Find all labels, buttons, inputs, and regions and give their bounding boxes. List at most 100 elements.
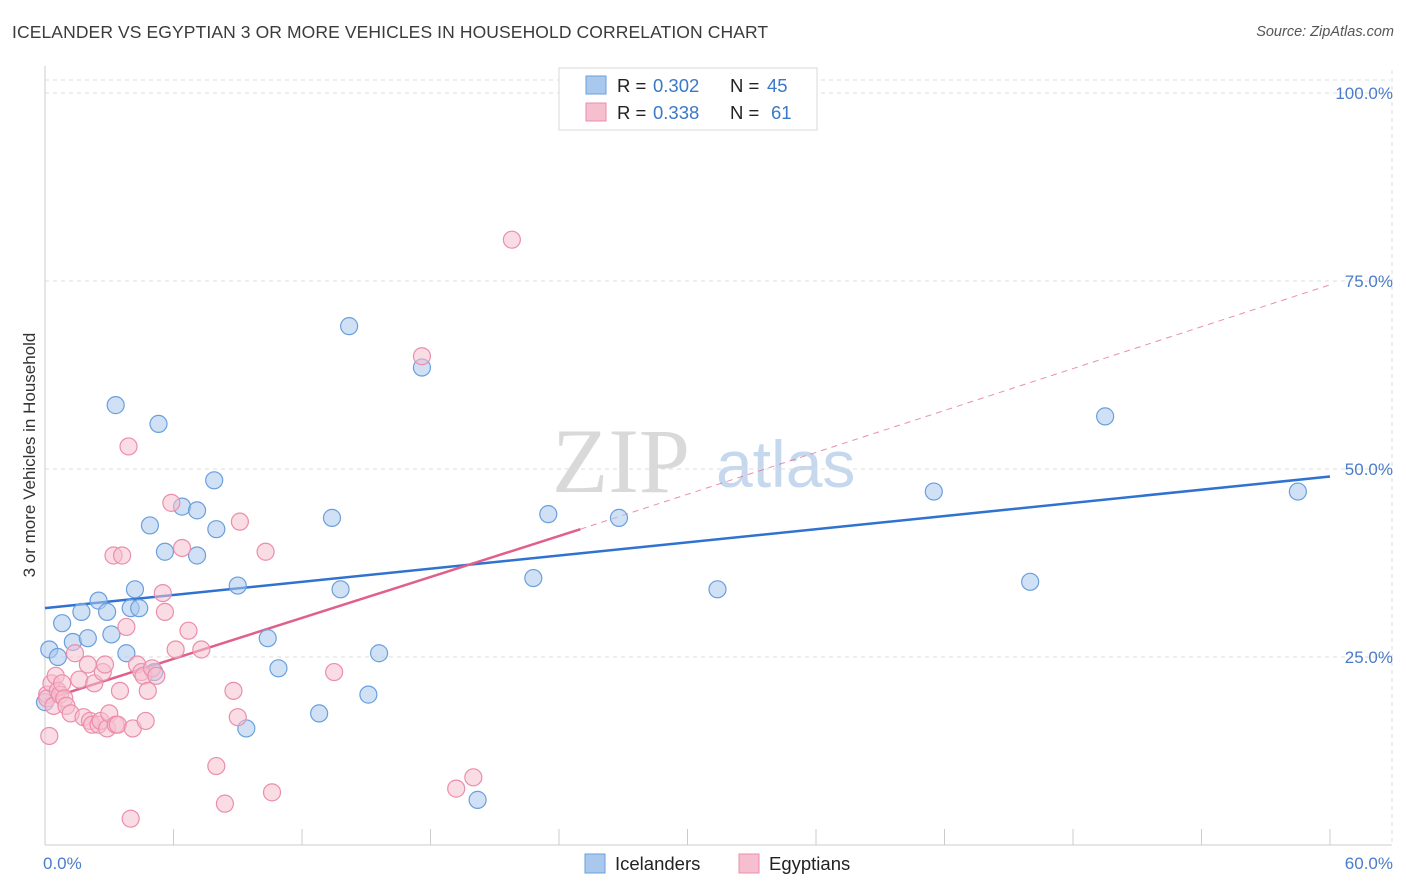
point-egyptians-41 [153, 583, 172, 603]
point-icelanders-11 [117, 644, 136, 663]
point-egyptians-30 [117, 617, 136, 637]
point-icelanders-28 [310, 704, 329, 723]
point-icelanders-30 [331, 580, 350, 599]
point-icelanders-2 [48, 647, 67, 667]
point-icelanders-24 [228, 576, 247, 595]
point-icelanders-36 [524, 568, 543, 588]
point-icelanders-29 [322, 508, 342, 527]
legend-swatch-icelanders [585, 75, 607, 95]
point-egyptians-8 [53, 674, 72, 693]
point-icelanders-37 [539, 505, 558, 524]
axes [44, 66, 1392, 846]
legend-swatch-egyptians [585, 102, 607, 122]
y-tick-label-0: 100.0% [1335, 84, 1393, 103]
point-egyptians-40 [147, 666, 166, 685]
point-egyptians-50 [224, 681, 243, 700]
watermark-zip: ZIP [552, 410, 690, 512]
point-icelanders-32 [359, 685, 378, 704]
bottom-legend-icelanders: Icelanders [615, 853, 700, 874]
point-icelanders-31 [340, 317, 359, 336]
point-egyptians-2 [40, 726, 59, 746]
point-icelanders-33 [370, 644, 389, 663]
point-icelanders-3 [53, 614, 72, 633]
point-egyptians-28 [110, 681, 130, 700]
bottom-legend-egyptians: Egyptians [769, 853, 850, 874]
point-icelanders-13 [125, 580, 145, 599]
point-egyptians-44 [166, 640, 185, 659]
point-icelanders-38 [609, 508, 629, 527]
point-egyptians-15 [78, 655, 97, 674]
point-icelanders-39 [708, 580, 727, 599]
trend-line-icelanders-0 [44, 475, 1331, 610]
legend-n-label-2: N = [730, 102, 759, 123]
point-icelanders-23 [207, 520, 226, 539]
legend-r-value-2: 0.338 [653, 102, 699, 123]
legend-r-value-1: 0.302 [653, 75, 699, 96]
y-tick-label-3: 25.0% [1345, 648, 1393, 667]
point-egyptians-54 [262, 783, 282, 802]
point-icelanders-5 [72, 602, 91, 621]
legend-r-label-1: R = [617, 75, 646, 96]
legend: R = 0.302 N = 45 R = 0.338 N = 61 [558, 67, 818, 131]
point-egyptians-42 [155, 602, 175, 621]
point-icelanders-41 [1021, 572, 1040, 591]
point-egyptians-56 [412, 347, 432, 366]
data-points [35, 230, 1307, 828]
bottom-legend-swatch-icelanders [584, 853, 606, 874]
point-egyptians-46 [179, 621, 198, 640]
point-icelanders-9 [102, 625, 121, 644]
point-egyptians-32 [121, 809, 140, 828]
y-tick-labels: 100.0% 75.0% 50.0% 25.0% [1335, 84, 1393, 667]
point-egyptians-31 [119, 437, 138, 456]
point-egyptians-51 [228, 708, 247, 727]
point-icelanders-43 [1288, 482, 1307, 501]
point-egyptians-37 [136, 711, 155, 731]
legend-n-value-1: 45 [767, 75, 788, 96]
point-egyptians-55 [325, 662, 344, 682]
point-egyptians-29 [112, 546, 132, 565]
trend-line-egyptians-2 [580, 284, 1331, 530]
point-icelanders-42 [1096, 407, 1115, 426]
y-axis-title: 3 or more Vehicles in Household [20, 333, 39, 578]
y-tick-label-1: 75.0% [1345, 272, 1393, 291]
point-egyptians-13 [70, 670, 89, 689]
point-icelanders-8 [98, 602, 117, 621]
bottom-legend: Icelanders Egyptians [584, 853, 850, 874]
point-egyptians-43 [162, 493, 181, 512]
point-egyptians-38 [138, 681, 157, 700]
point-egyptians-22 [95, 655, 115, 674]
point-icelanders-21 [187, 546, 207, 565]
point-icelanders-40 [924, 482, 943, 501]
point-egyptians-49 [215, 794, 234, 813]
point-egyptians-12 [65, 644, 85, 663]
point-icelanders-15 [140, 516, 160, 535]
legend-n-label-1: N = [730, 75, 759, 96]
x-tick-label-0: 0.0% [43, 854, 82, 873]
chart-title: ICELANDER VS EGYPTIAN 3 OR MORE VEHICLES… [12, 22, 769, 42]
point-egyptians-53 [256, 542, 275, 561]
point-icelanders-22 [205, 471, 224, 490]
point-egyptians-45 [172, 538, 192, 558]
point-icelanders-26 [258, 629, 277, 648]
x-tick-labels: 0.0% 60.0% [43, 854, 1393, 873]
point-icelanders-35 [468, 790, 487, 809]
point-egyptians-47 [192, 640, 211, 659]
legend-r-label-2: R = [617, 102, 646, 123]
watermark-atlas: atlas [716, 427, 855, 501]
point-icelanders-17 [149, 414, 168, 434]
point-icelanders-6 [78, 629, 97, 648]
point-egyptians-57 [447, 779, 466, 798]
point-icelanders-18 [155, 542, 175, 561]
x-tick-label-1: 60.0% [1345, 854, 1393, 873]
point-egyptians-58 [464, 768, 483, 787]
legend-n-value-2: 61 [771, 102, 792, 123]
y-tick-label-2: 50.0% [1345, 460, 1393, 479]
point-icelanders-27 [269, 659, 288, 678]
point-icelanders-20 [187, 501, 207, 520]
point-egyptians-52 [230, 512, 249, 531]
point-egyptians-48 [207, 756, 226, 776]
point-icelanders-10 [106, 396, 125, 415]
source-credit: Source: ZipAtlas.com [1256, 24, 1394, 40]
point-egyptians-59 [502, 230, 521, 249]
